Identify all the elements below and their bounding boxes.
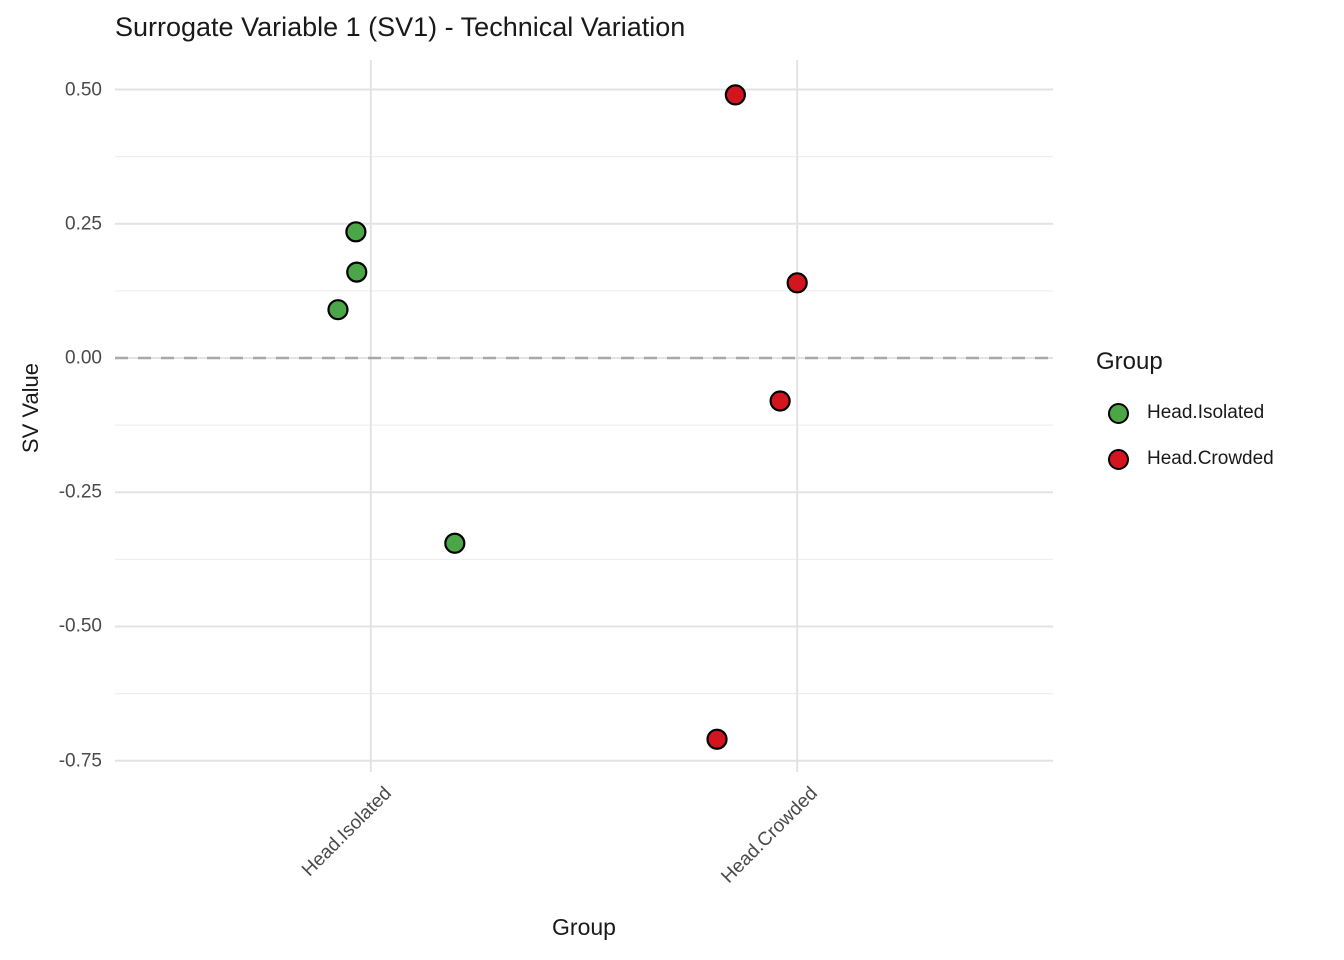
y-tick-label: 0.00: [65, 347, 102, 369]
chart-title: Surrogate Variable 1 (SV1) - Technical V…: [115, 12, 686, 42]
data-point-head-isolated: [327, 299, 349, 321]
y-tick-label: -0.50: [58, 615, 102, 637]
y-tick-label: 0.25: [65, 213, 102, 235]
legend-items: Head.Isolated Head.Crowded: [1096, 402, 1336, 470]
legend: Group Head.Isolated Head.Crowded: [1096, 348, 1336, 494]
legend-item-label: Head.Crowded: [1147, 448, 1274, 469]
legend-item: Head.Crowded: [1096, 448, 1336, 470]
plot-panel: [115, 60, 1053, 772]
legend-key-circle-icon: [1108, 448, 1129, 470]
data-point-head-crowded: [769, 390, 791, 412]
data-point-head-crowded: [786, 272, 808, 294]
x-axis-title: Group: [552, 914, 616, 940]
legend-item: Head.Isolated: [1096, 402, 1336, 424]
legend-title: Group: [1096, 348, 1163, 375]
legend-item-label: Head.Isolated: [1147, 402, 1265, 423]
data-point-head-isolated: [444, 532, 466, 554]
data-point-head-crowded: [706, 728, 728, 750]
data-point-head-crowded: [724, 84, 746, 106]
y-tick-label: 0.50: [65, 79, 102, 101]
plot-canvas: [115, 60, 1053, 772]
legend-key-circle-icon: [1108, 402, 1129, 424]
y-tick-label: -0.25: [58, 481, 102, 503]
data-point-head-isolated: [346, 261, 368, 283]
y-tick-label: -0.75: [58, 750, 102, 772]
y-axis-title: SV Value: [18, 362, 43, 454]
data-point-head-isolated: [345, 221, 367, 243]
